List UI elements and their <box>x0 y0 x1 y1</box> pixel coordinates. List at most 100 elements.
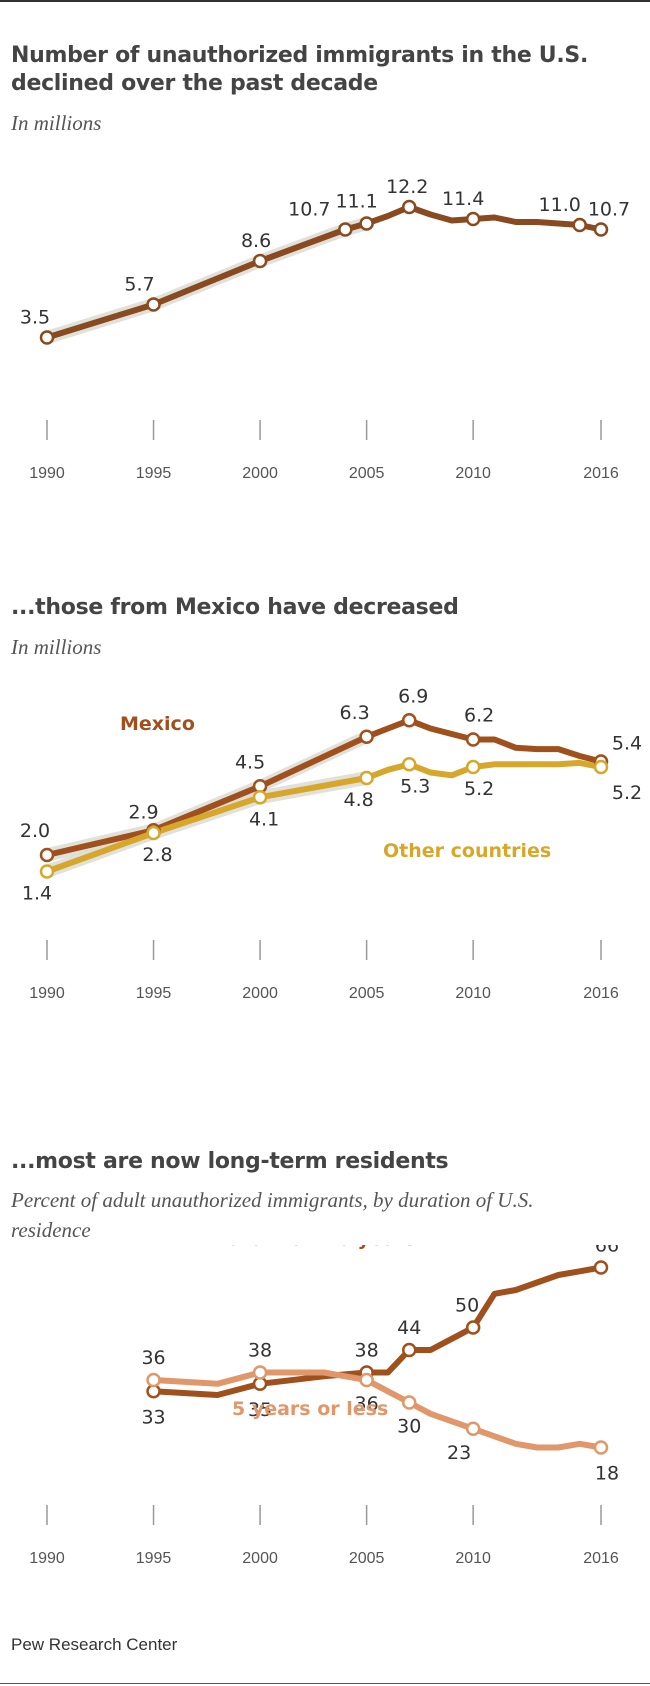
x-tick-label: 1995 <box>136 1550 172 1567</box>
data-label: 11.4 <box>442 188 484 210</box>
x-tick-label: 1995 <box>136 465 172 482</box>
data-point <box>465 732 481 747</box>
chart-1-subtitle: In millions <box>11 111 102 135</box>
data-label: 5.7 <box>124 274 154 296</box>
data-label: 6.2 <box>464 705 494 727</box>
data-point <box>465 759 481 775</box>
data-label: 3.5 <box>20 307 50 329</box>
data-point <box>252 1365 268 1380</box>
data-label: 11.1 <box>335 191 377 213</box>
data-point <box>401 1342 417 1358</box>
chart-2-title: ...those from Mexico have decreased <box>11 595 459 620</box>
data-point <box>359 1372 374 1388</box>
x-tick-label: 2016 <box>583 985 619 1002</box>
x-tick-label: 2005 <box>349 985 385 1002</box>
data-point <box>39 864 55 879</box>
data-label: 5.2 <box>612 782 642 804</box>
data-label: 50 <box>455 1295 479 1317</box>
series-line-0 <box>150 1264 604 1398</box>
chart-3-residence-duration: 1990 1995 2000 2005 2010 2016 33 35 38 44 50 66 36 38… <box>29 1245 620 1567</box>
data-label: 5.3 <box>400 775 430 797</box>
data-point <box>252 790 268 805</box>
data-label: 11.0 <box>539 194 581 216</box>
data-label: 38 <box>355 1340 379 1362</box>
series-name-label: Other countries <box>383 840 551 862</box>
data-label: 4.5 <box>235 751 265 773</box>
x-tick-label: 2000 <box>242 465 278 482</box>
data-point <box>401 1395 417 1410</box>
data-point <box>401 199 417 215</box>
confidence-band <box>47 771 367 879</box>
series-line-0 <box>44 204 604 341</box>
data-label: 33 <box>141 1406 165 1428</box>
data-point <box>593 759 609 775</box>
data-point <box>338 222 353 237</box>
x-tick-label: 2016 <box>583 465 619 482</box>
data-point <box>359 729 374 744</box>
data-point <box>146 1372 161 1388</box>
series-line-0 <box>44 717 604 858</box>
data-label: 23 <box>447 1442 471 1464</box>
chart-3-title: ...most are now long-term residents <box>11 1149 449 1174</box>
data-label: 12.2 <box>386 176 428 198</box>
data-point <box>401 713 417 728</box>
source-note: Pew Research Center <box>11 1635 178 1654</box>
series-name-label: More than 10 years <box>208 1245 416 1250</box>
data-label: 1.4 <box>22 883 52 905</box>
data-label: 5.4 <box>612 733 642 755</box>
data-label: 10.7 <box>588 199 630 221</box>
data-point <box>146 297 161 312</box>
data-point <box>593 1260 609 1275</box>
top-rule <box>0 0 650 2</box>
series-name-label: 5 years or less <box>232 1398 388 1420</box>
data-point <box>465 211 481 227</box>
data-label: 36 <box>141 1347 165 1369</box>
series-line-1 <box>44 759 604 875</box>
x-tick-label: 1990 <box>29 985 65 1002</box>
data-point <box>572 217 587 233</box>
series-line-1 <box>150 1369 604 1451</box>
data-label: 35 <box>248 1399 272 1421</box>
data-label: 10.7 <box>288 199 330 221</box>
data-label: 6.9 <box>398 685 428 707</box>
chart-2-subtitle: In millions <box>11 635 102 659</box>
data-label: 4.1 <box>249 808 279 830</box>
data-label: 6.3 <box>340 702 370 724</box>
chart-2-mexico-vs-other: 1990 1995 2000 2005 2010 2016 2.0 2.9 4.5 6.3 6.9 6… <box>20 685 642 1002</box>
x-tick-label: 2005 <box>349 465 385 482</box>
data-label: 18 <box>595 1463 619 1485</box>
data-point <box>39 330 55 345</box>
x-tick-label: 1995 <box>136 985 172 1002</box>
data-point <box>252 253 268 269</box>
x-tick-label: 2010 <box>455 985 491 1002</box>
data-label: 30 <box>397 1416 421 1438</box>
data-point <box>401 757 417 772</box>
data-label: 4.8 <box>344 789 374 811</box>
x-tick-label: 1990 <box>29 1550 65 1567</box>
data-point <box>593 222 609 237</box>
series-name-label: Mexico <box>120 713 195 735</box>
data-label: 38 <box>248 1340 272 1362</box>
x-tick-label: 2010 <box>455 1550 491 1567</box>
x-tick-label: 2000 <box>242 1550 278 1567</box>
data-point <box>359 770 374 786</box>
data-point <box>39 847 55 863</box>
data-point <box>465 1320 481 1335</box>
data-label: 36 <box>355 1393 379 1415</box>
bottom-rule <box>0 1683 650 1684</box>
x-tick-label: 2005 <box>349 1550 385 1567</box>
chart-3-subtitle: Percent of adult unauthorized immigrants… <box>11 1188 534 1242</box>
data-point <box>359 216 374 231</box>
data-label: 2.9 <box>128 801 158 823</box>
x-tick-label: 2016 <box>583 1550 619 1567</box>
data-point <box>146 825 161 841</box>
data-label: 2.0 <box>20 820 50 842</box>
data-label: 66 <box>595 1245 619 1257</box>
x-tick-label: 1990 <box>29 465 65 482</box>
data-label: 8.6 <box>241 230 271 252</box>
data-label: 2.8 <box>142 844 172 866</box>
data-point <box>465 1421 481 1436</box>
data-label: 5.2 <box>464 778 494 800</box>
data-label: 44 <box>397 1317 421 1339</box>
